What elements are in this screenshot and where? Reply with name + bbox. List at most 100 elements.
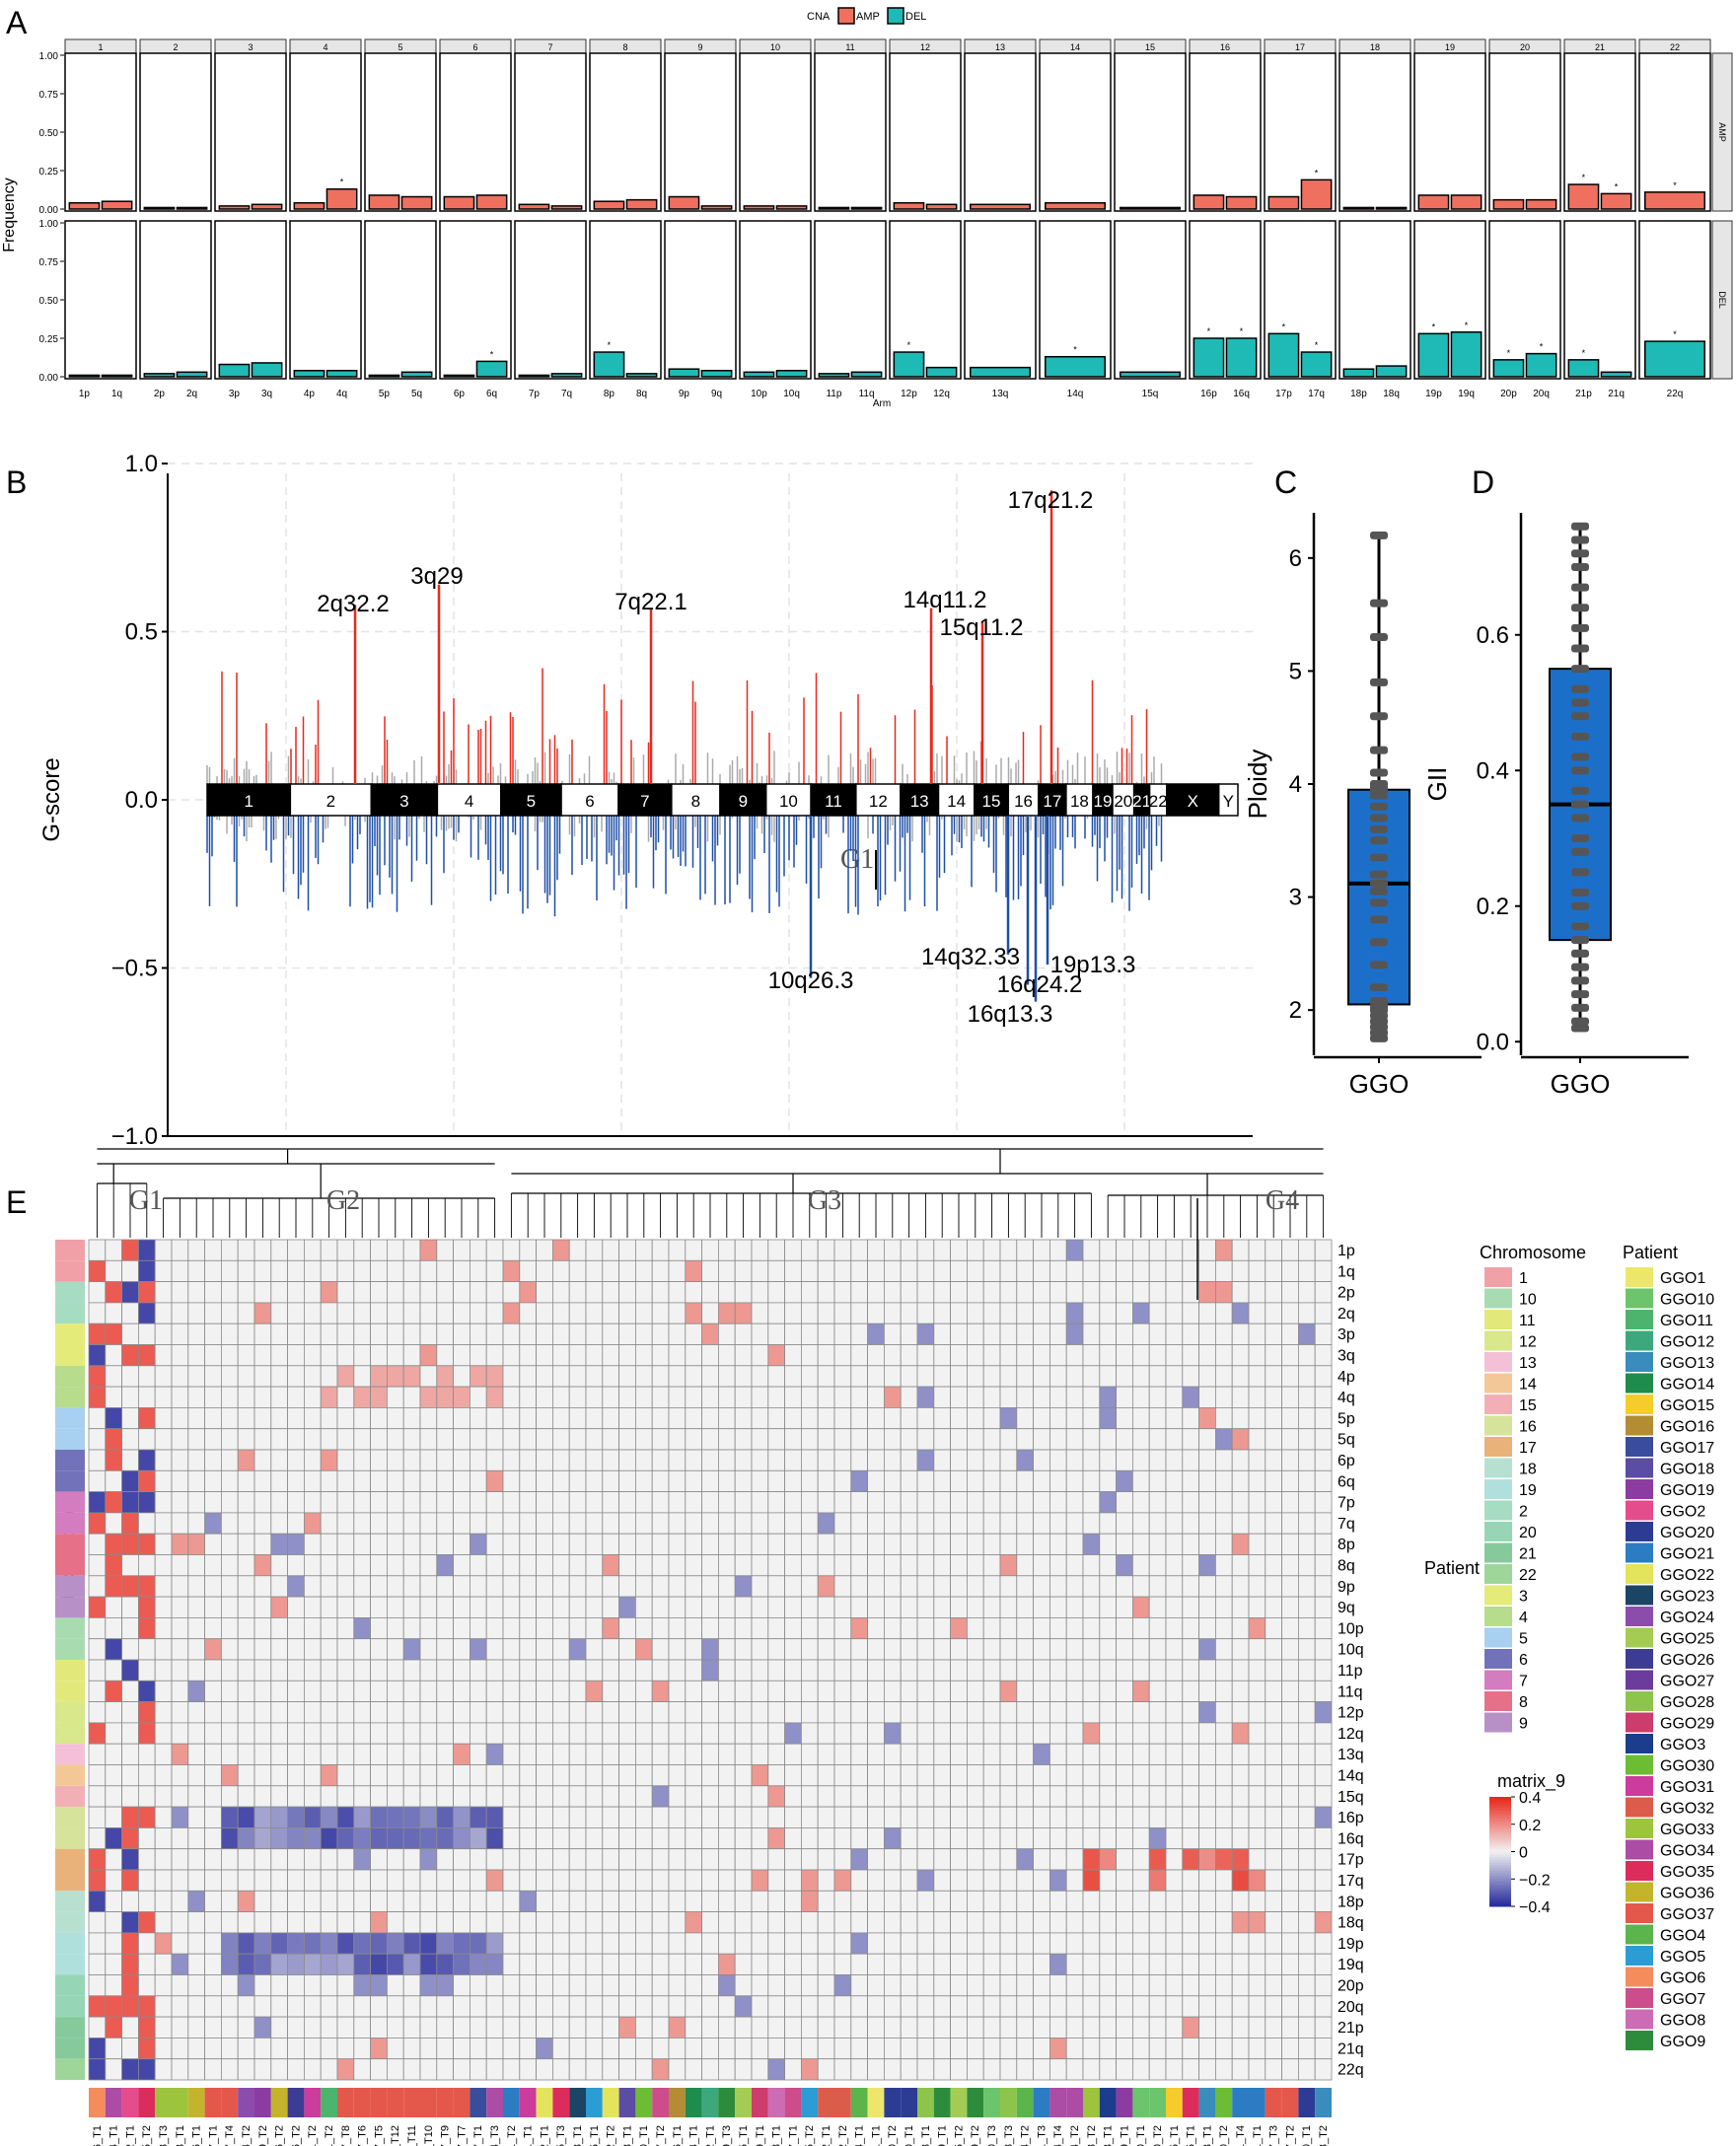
heatmap-cell xyxy=(999,1449,1018,1471)
panelC-point xyxy=(1370,678,1388,686)
heatmap-cell xyxy=(485,2037,504,2060)
panel-a-arm-label: 20p xyxy=(1500,389,1517,399)
heatmap-cell xyxy=(651,1575,670,1598)
heatmap-cell xyxy=(1016,1407,1035,1430)
heatmap-cell xyxy=(1182,1386,1200,1408)
heatmap-cell xyxy=(933,1869,951,1892)
heatmap-cell xyxy=(884,1302,902,1324)
patient-legend-label: GGO30 xyxy=(1660,1758,1714,1775)
heatmap-cell xyxy=(982,1848,1001,1871)
heatmap-cell xyxy=(635,1764,653,1787)
chromosome-legend-label: 13 xyxy=(1519,1355,1537,1372)
heatmap-cell xyxy=(718,1701,736,1724)
heatmap-cell xyxy=(204,1953,222,1975)
heatmap-cell xyxy=(1099,1512,1118,1535)
heatmap-cell xyxy=(187,1827,206,1850)
heatmap-cell xyxy=(171,1974,189,1997)
heatmap-cell xyxy=(718,1617,736,1640)
patient-legend-swatch xyxy=(1626,1267,1653,1287)
heatmap-cell xyxy=(1281,1302,1299,1324)
heatmap-cell xyxy=(784,1259,802,1283)
heatmap-cell xyxy=(916,1827,935,1850)
heatmap-cell xyxy=(171,1659,189,1681)
heatmap-cell xyxy=(536,1995,553,2018)
heatmap-cell xyxy=(850,1701,868,1724)
heatmap-cell xyxy=(1265,1638,1283,1661)
heatmap-cell xyxy=(817,1344,835,1367)
heatmap-cell xyxy=(1132,1638,1150,1661)
heatmap-cell xyxy=(751,1281,769,1304)
heatmap-cell xyxy=(353,1659,371,1681)
heatmap-cell xyxy=(287,1785,305,1808)
panel-a-facet xyxy=(664,220,737,380)
heatmap-cell xyxy=(237,2037,255,2060)
heatmap-cell xyxy=(651,1848,670,1871)
heatmap-cell xyxy=(801,1848,819,1871)
heatmap-cell xyxy=(933,1259,951,1283)
heatmap-cell xyxy=(1148,1281,1167,1304)
heatmap-col-label: GGO25_T2 xyxy=(953,2125,965,2146)
heatmap-cell xyxy=(867,1554,885,1577)
heatmap-cell xyxy=(1016,1722,1035,1745)
heatmap-cell xyxy=(485,1974,504,1997)
heatmap-cell xyxy=(1248,2058,1266,2081)
patient-legend-label: GGO5 xyxy=(1660,1949,1705,1966)
heatmap-cell xyxy=(171,1491,189,1514)
heatmap-cell xyxy=(187,1890,206,1913)
heatmap-cell xyxy=(536,1596,553,1618)
heatmap-cell xyxy=(767,1953,785,1975)
heatmap-cell xyxy=(801,1239,819,1261)
heatmap-cell xyxy=(1082,1428,1101,1451)
heatmap-cell xyxy=(1281,1869,1299,1892)
heatmap-cell xyxy=(303,1659,322,1681)
heatmap-cell xyxy=(1182,1743,1200,1765)
heatmap-cell xyxy=(916,1974,935,1997)
panel-a-bar-amp-1p xyxy=(68,202,101,210)
panel-a-bar-del-5q xyxy=(400,371,433,378)
heatmap-col-annotation xyxy=(1000,2088,1017,2117)
panel-b-ideogram-label: 10 xyxy=(779,792,798,811)
heatmap-cell xyxy=(718,1638,736,1661)
heatmap-cell xyxy=(552,1449,570,1471)
heatmap-cell xyxy=(353,2016,371,2039)
heatmap-cell xyxy=(187,1680,206,1703)
heatmap-cell xyxy=(668,1827,687,1850)
heatmap-cell xyxy=(767,1469,785,1493)
heatmap-cell xyxy=(1016,1469,1035,1493)
heatmap-cell xyxy=(982,1890,1001,1913)
heatmap-cell xyxy=(1182,1953,1200,1975)
heatmap-cell xyxy=(1116,1785,1133,1808)
heatmap-cell xyxy=(1265,1617,1283,1640)
heatmap-cell xyxy=(1298,1281,1316,1304)
heatmap-cell xyxy=(121,2016,139,2039)
chromosome-legend-swatch xyxy=(1484,1352,1512,1372)
heatmap-cell xyxy=(1198,1890,1216,1913)
heatmap-cell xyxy=(982,1259,1001,1283)
panel-a-bar-amp-21p xyxy=(1567,183,1600,210)
heatmap-cell xyxy=(1082,1533,1101,1555)
heatmap-cell xyxy=(568,1932,587,1955)
panelC-point xyxy=(1370,531,1388,539)
heatmap-cell xyxy=(336,1680,355,1703)
color-scale-step xyxy=(1489,1857,1511,1861)
panel-label-d: D xyxy=(1472,465,1494,500)
heatmap-cell xyxy=(187,1386,206,1408)
heatmap-cell xyxy=(817,1890,835,1913)
heatmap-cell xyxy=(453,1911,470,1934)
panel-a-bar-amp-6p xyxy=(443,195,475,210)
heatmap-cell xyxy=(1082,2037,1101,2060)
heatmap-cell xyxy=(453,1386,470,1408)
heatmap-row-annotation xyxy=(55,1891,85,1912)
heatmap-cell xyxy=(253,2016,272,2039)
heatmap-cell xyxy=(999,1469,1018,1493)
heatmap-cell xyxy=(585,1469,604,1493)
heatmap-cell xyxy=(502,1638,521,1661)
heatmap-cell xyxy=(453,1743,470,1765)
panel-a-bar-amp-8p xyxy=(593,200,625,210)
heatmap-cell xyxy=(1198,1680,1216,1703)
heatmap-cell xyxy=(933,1638,951,1661)
heatmap-cell xyxy=(568,1302,587,1324)
heatmap-cell xyxy=(850,1302,868,1324)
panelC-point xyxy=(1370,836,1388,845)
heatmap-cell xyxy=(436,1932,454,1955)
